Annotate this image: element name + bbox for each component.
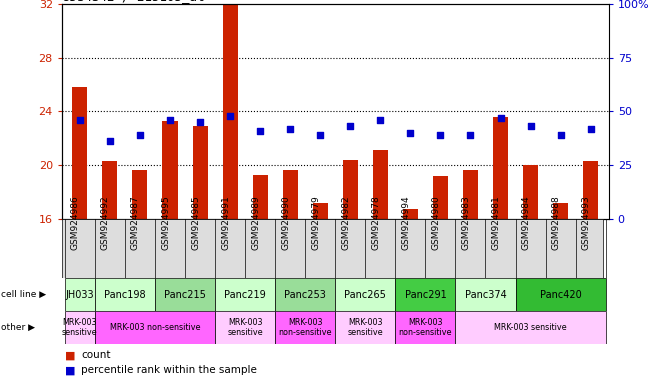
Point <box>436 132 446 138</box>
Point <box>375 117 385 123</box>
Bar <box>223 4 238 219</box>
Point <box>465 132 476 138</box>
Text: GSM924981: GSM924981 <box>492 196 501 250</box>
FancyBboxPatch shape <box>62 219 603 278</box>
Text: GSM924995: GSM924995 <box>161 196 170 250</box>
Point <box>75 117 85 123</box>
FancyBboxPatch shape <box>215 311 275 344</box>
FancyBboxPatch shape <box>155 278 215 311</box>
FancyBboxPatch shape <box>275 311 335 344</box>
FancyBboxPatch shape <box>95 278 155 311</box>
Text: Panc420: Panc420 <box>540 290 581 300</box>
Bar <box>163 121 178 219</box>
Point <box>495 115 506 121</box>
Bar <box>72 87 87 219</box>
Bar <box>553 203 568 219</box>
Text: MRK-003
non-sensitive: MRK-003 non-sensitive <box>398 318 452 337</box>
FancyBboxPatch shape <box>335 278 395 311</box>
Text: GSM924988: GSM924988 <box>551 196 561 250</box>
Text: count: count <box>81 350 111 360</box>
Text: Panc291: Panc291 <box>404 290 447 300</box>
Point <box>255 127 266 134</box>
FancyBboxPatch shape <box>65 278 95 311</box>
Text: MRK-003
sensitive: MRK-003 sensitive <box>227 318 263 337</box>
FancyBboxPatch shape <box>395 278 456 311</box>
Text: Panc215: Panc215 <box>164 290 206 300</box>
Point <box>405 130 415 136</box>
Text: MRK-003
sensitive: MRK-003 sensitive <box>62 318 98 337</box>
Text: ■: ■ <box>65 350 76 360</box>
Text: GSM924986: GSM924986 <box>71 196 80 250</box>
Text: cell line ▶: cell line ▶ <box>1 290 46 299</box>
Point <box>135 132 145 138</box>
Text: GSM924992: GSM924992 <box>101 196 110 250</box>
FancyBboxPatch shape <box>456 278 516 311</box>
Text: other ▶: other ▶ <box>1 323 35 332</box>
Bar <box>433 176 448 219</box>
Text: GSM924993: GSM924993 <box>581 196 590 250</box>
Text: GSM924982: GSM924982 <box>341 196 350 250</box>
FancyBboxPatch shape <box>395 311 456 344</box>
Bar <box>132 170 148 219</box>
Bar <box>463 170 478 219</box>
Text: GSM924984: GSM924984 <box>521 196 531 250</box>
Bar <box>312 203 327 219</box>
Text: Panc374: Panc374 <box>465 290 506 300</box>
Text: GSM924989: GSM924989 <box>251 196 260 250</box>
Text: GSM924978: GSM924978 <box>371 196 380 250</box>
Bar <box>523 165 538 219</box>
Text: MRK-003 sensitive: MRK-003 sensitive <box>494 323 567 332</box>
FancyBboxPatch shape <box>215 278 275 311</box>
Point <box>225 113 235 119</box>
Text: GSM924991: GSM924991 <box>221 196 230 250</box>
Text: percentile rank within the sample: percentile rank within the sample <box>81 366 257 376</box>
FancyBboxPatch shape <box>456 311 605 344</box>
Text: Panc253: Panc253 <box>284 290 326 300</box>
Point <box>195 119 205 125</box>
Text: GSM924983: GSM924983 <box>462 196 471 250</box>
Point <box>105 138 115 144</box>
Bar <box>493 117 508 219</box>
FancyBboxPatch shape <box>335 311 395 344</box>
FancyBboxPatch shape <box>275 278 335 311</box>
FancyBboxPatch shape <box>65 311 95 344</box>
Text: GSM924980: GSM924980 <box>432 196 441 250</box>
Point <box>165 117 175 123</box>
Bar <box>583 161 598 219</box>
Bar <box>403 210 418 219</box>
Text: MRK-003 non-sensitive: MRK-003 non-sensitive <box>110 323 201 332</box>
Point <box>585 126 596 132</box>
Text: JH033: JH033 <box>66 290 94 300</box>
Bar <box>253 175 268 219</box>
Text: MRK-003
sensitive: MRK-003 sensitive <box>348 318 383 337</box>
Point <box>315 132 326 138</box>
Bar <box>283 170 298 219</box>
Text: ■: ■ <box>65 366 76 376</box>
Point <box>345 123 355 129</box>
Point <box>285 126 296 132</box>
Text: GSM924994: GSM924994 <box>402 196 410 250</box>
Text: Panc265: Panc265 <box>344 290 386 300</box>
Point <box>555 132 566 138</box>
FancyBboxPatch shape <box>95 311 215 344</box>
Text: GDS4342 / 215105_at: GDS4342 / 215105_at <box>62 0 204 3</box>
Bar <box>373 151 388 219</box>
Bar <box>343 160 358 219</box>
Text: GSM924987: GSM924987 <box>131 196 140 250</box>
Bar <box>193 126 208 219</box>
Bar <box>102 161 117 219</box>
Text: Panc219: Panc219 <box>224 290 266 300</box>
Text: GSM924979: GSM924979 <box>311 196 320 250</box>
FancyBboxPatch shape <box>516 278 605 311</box>
Text: Panc198: Panc198 <box>104 290 146 300</box>
Text: GSM924990: GSM924990 <box>281 196 290 250</box>
Text: GSM924985: GSM924985 <box>191 196 200 250</box>
Point <box>525 123 536 129</box>
Text: MRK-003
non-sensitive: MRK-003 non-sensitive <box>279 318 332 337</box>
